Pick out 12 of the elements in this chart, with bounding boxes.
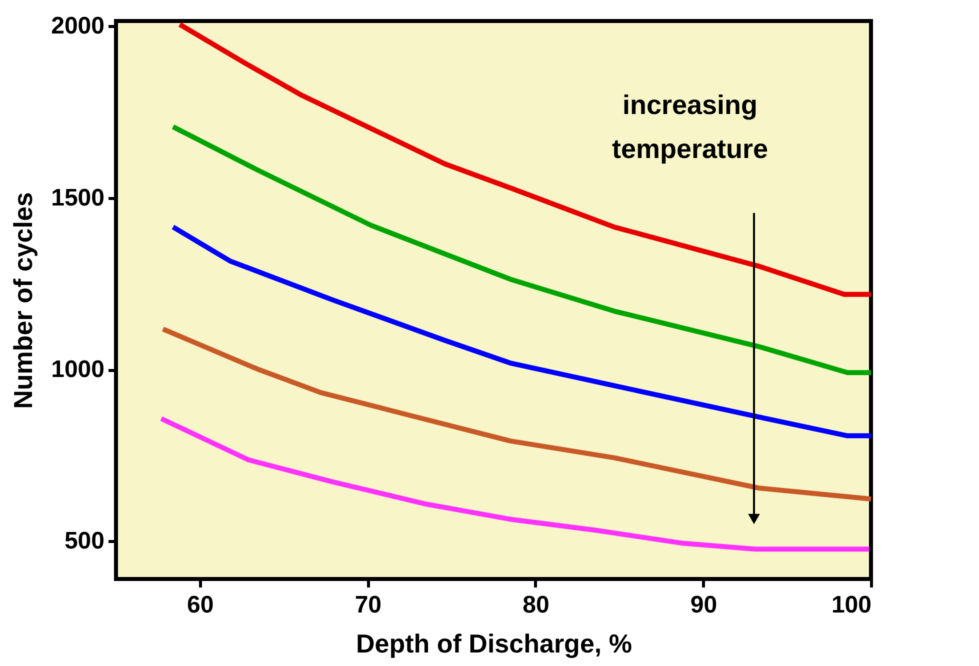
y-tick-label: 2000 bbox=[51, 12, 104, 40]
y-tick-label: 500 bbox=[64, 528, 104, 555]
x-tick-label: 70 bbox=[354, 592, 382, 618]
x-tick-label: 60 bbox=[187, 592, 214, 618]
x-tick-label: 80 bbox=[522, 592, 550, 618]
x-tick-label: 100 bbox=[831, 592, 872, 618]
x-axis-title: Depth of Discharge, % bbox=[356, 628, 632, 658]
x-tick-label: 90 bbox=[690, 592, 718, 618]
annotation: increasing temperature bbox=[612, 90, 768, 164]
y-axis-title: Number of cycles bbox=[8, 192, 38, 409]
y-tick-label: 1500 bbox=[51, 184, 104, 212]
y-tick-label: 1000 bbox=[51, 356, 104, 384]
